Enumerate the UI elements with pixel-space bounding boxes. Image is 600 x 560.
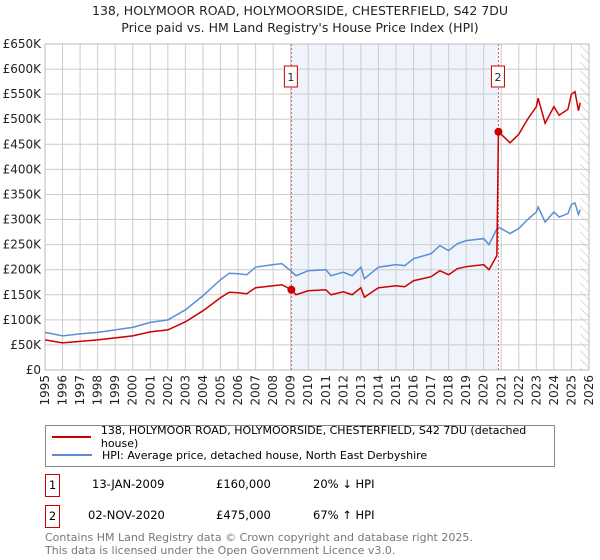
x-tick-label: 2014 bbox=[371, 375, 385, 406]
x-tick-label: 2016 bbox=[407, 375, 421, 406]
x-tick-label: 1996 bbox=[56, 375, 70, 406]
legend-label: 138, HOLYMOOR ROAD, HOLYMOORSIDE, CHESTE… bbox=[100, 424, 527, 450]
x-tick-label: 2005 bbox=[213, 375, 227, 406]
transaction-hpi: 20% ↓ HPI bbox=[313, 477, 375, 491]
legend-swatch bbox=[52, 454, 92, 456]
x-tick-label: 1995 bbox=[38, 375, 52, 406]
y-tick-label: £100K bbox=[3, 313, 43, 327]
footer-copyright: Contains HM Land Registry data © Crown c… bbox=[45, 531, 473, 544]
y-tick-label: £0 bbox=[26, 363, 41, 377]
transaction-hpi: 67% ↑ HPI bbox=[313, 508, 375, 522]
hpi-line bbox=[44, 201, 581, 337]
y-tick-label: £600K bbox=[3, 62, 43, 76]
y-tick-label: £150K bbox=[3, 288, 43, 302]
legend-swatch bbox=[52, 436, 91, 438]
sale-point bbox=[494, 127, 503, 136]
y-tick-label: £300K bbox=[3, 213, 43, 227]
sale-marker-badge bbox=[283, 65, 298, 88]
transaction-price: £160,000 bbox=[216, 477, 271, 491]
y-tick-label: £350K bbox=[3, 187, 43, 201]
x-tick-label: 2021 bbox=[494, 375, 508, 406]
x-tick-label: 1997 bbox=[73, 375, 87, 406]
x-tick-label: 2011 bbox=[319, 375, 333, 406]
sale-marker-label: 2 bbox=[494, 71, 501, 84]
transaction-date: 13-JAN-2009 bbox=[92, 477, 165, 491]
chart-title: 138, HOLYMOOR ROAD, HOLYMOORSIDE, CHESTE… bbox=[92, 3, 508, 18]
x-tick-label: 2026 bbox=[582, 375, 596, 406]
x-tick-label: 2000 bbox=[126, 375, 140, 406]
y-tick-label: £250K bbox=[3, 238, 43, 252]
x-tick-label: 2015 bbox=[389, 375, 403, 406]
footer: Contains HM Land Registry data © Crown c… bbox=[45, 531, 473, 557]
transaction-date: 02-NOV-2020 bbox=[88, 508, 165, 522]
sale-point bbox=[287, 285, 296, 294]
y-tick-label: £500K bbox=[3, 112, 43, 126]
y-tick-label: £550K bbox=[3, 87, 43, 101]
sale-marker-label: 1 bbox=[287, 71, 294, 84]
x-tick-label: 2006 bbox=[231, 375, 245, 406]
x-tick-label: 2018 bbox=[442, 375, 456, 406]
chart-subtitle: Price paid vs. HM Land Registry's House … bbox=[121, 20, 479, 35]
x-tick-label: 2019 bbox=[459, 375, 473, 406]
x-tick-label: 2002 bbox=[161, 375, 175, 406]
x-tick-label: 2003 bbox=[178, 375, 192, 406]
price-chart: £0 £50K £100K £150K £200K £250K £300K £350K £400… bbox=[3, 37, 596, 406]
x-tick-label: 2009 bbox=[284, 375, 298, 406]
sale-marker-badge bbox=[490, 65, 505, 88]
x-tick-label: 1999 bbox=[108, 375, 122, 406]
x-tick-label: 2022 bbox=[512, 375, 526, 406]
y-tick-label: £450K bbox=[3, 137, 43, 151]
transaction-badge: 1 bbox=[45, 474, 60, 497]
legend-item-hpi: HPI: Average price, detached house, Nort… bbox=[52, 447, 427, 463]
x-tick-label: 2017 bbox=[424, 375, 438, 406]
legend-label: HPI: Average price, detached house, Nort… bbox=[102, 448, 428, 462]
x-tick-label: 2012 bbox=[336, 375, 350, 406]
transaction-badge: 2 bbox=[45, 505, 60, 528]
x-tick-label: 2024 bbox=[547, 375, 561, 406]
footer-licence: This data is licensed under the Open Gov… bbox=[45, 544, 396, 557]
x-tick-label: 2010 bbox=[301, 375, 315, 406]
x-tick-label: 2023 bbox=[529, 375, 543, 406]
legend: 138, HOLYMOOR ROAD, HOLYMOORSIDE, CHESTE… bbox=[45, 424, 555, 467]
y-tick-label: £400K bbox=[3, 162, 43, 176]
x-tick-label: 2013 bbox=[354, 375, 368, 406]
plot-border bbox=[44, 43, 590, 371]
legend-item-property: 138, HOLYMOOR ROAD, HOLYMOORSIDE, CHESTE… bbox=[52, 424, 554, 450]
x-tick-label: 2020 bbox=[477, 375, 491, 406]
property-price-line bbox=[44, 90, 581, 344]
x-tick-label: 2001 bbox=[143, 375, 157, 406]
forecast-hatch bbox=[580, 44, 589, 370]
transaction-price: £475,000 bbox=[216, 508, 271, 522]
x-tick-label: 2004 bbox=[196, 375, 210, 406]
x-tick-label: 2025 bbox=[564, 375, 578, 406]
x-tick-label: 2007 bbox=[249, 375, 263, 406]
x-tick-label: 2008 bbox=[266, 375, 280, 406]
x-tick-label: 1998 bbox=[91, 375, 105, 406]
y-tick-label: £650K bbox=[3, 37, 43, 51]
shaded-ownership-region bbox=[291, 44, 499, 370]
y-tick-label: £200K bbox=[3, 263, 43, 277]
y-tick-label: £50K bbox=[10, 338, 42, 352]
